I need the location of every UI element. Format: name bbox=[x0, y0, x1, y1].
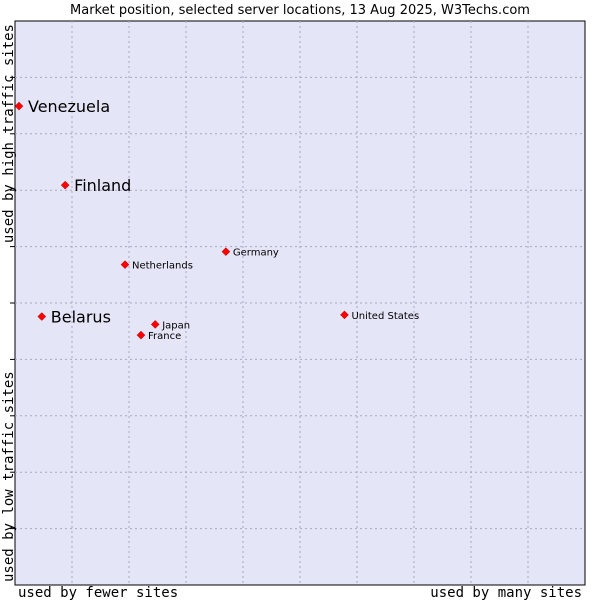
point-label-finland: Finland bbox=[74, 176, 131, 195]
point-label-netherlands: Netherlands bbox=[132, 261, 193, 272]
point-netherlands bbox=[120, 260, 130, 270]
point-label-belarus: Belarus bbox=[51, 308, 111, 327]
point-japan bbox=[150, 320, 160, 329]
point-france bbox=[136, 330, 146, 340]
point-germany bbox=[221, 247, 231, 257]
point-label-japan: Japan bbox=[161, 320, 190, 331]
chart-title: Market position, selected server locatio… bbox=[70, 3, 530, 18]
y-axis-label-top: used by high traffic sites bbox=[1, 24, 17, 243]
x-axis-label-right: used by many sites bbox=[430, 585, 582, 600]
point-label-germany: Germany bbox=[233, 248, 279, 259]
point-belarus bbox=[37, 312, 47, 321]
y-axis-label-bottom: used by low traffic sites bbox=[1, 371, 17, 582]
point-venezuela bbox=[14, 101, 24, 111]
point-label-united-states: United States bbox=[351, 311, 419, 322]
grid-lines bbox=[10, 21, 585, 585]
point-finland bbox=[60, 180, 70, 190]
data-points: Venezuela Finland Germany Netherlands Belaru… bbox=[14, 97, 419, 342]
x-axis-label-left: used by fewer sites bbox=[18, 585, 178, 600]
point-united-states bbox=[340, 310, 349, 320]
point-label-france: France bbox=[148, 331, 181, 342]
point-label-venezuela: Venezuela bbox=[28, 97, 110, 116]
